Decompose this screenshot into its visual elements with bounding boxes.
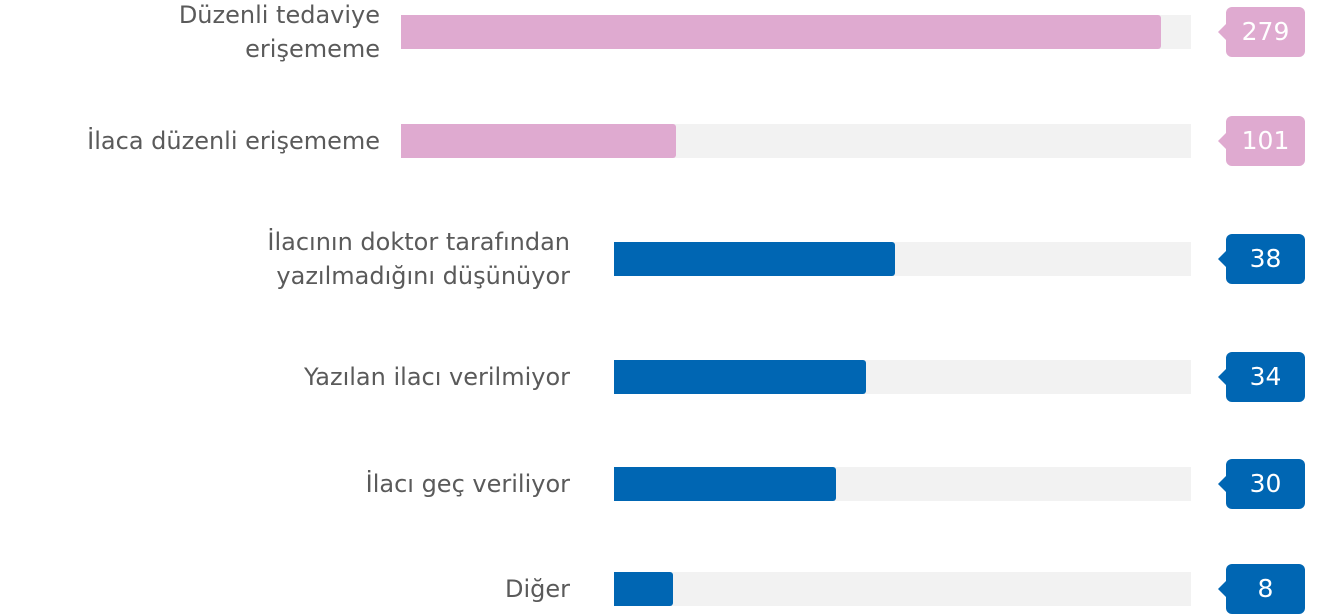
category-label: Yazılan ilacı verilmiyor bbox=[303, 363, 570, 391]
value-badge: 38 bbox=[1218, 234, 1305, 284]
bar-track bbox=[614, 572, 1191, 606]
category-label: İlacı geç veriliyor bbox=[365, 470, 570, 498]
bar bbox=[614, 360, 866, 394]
bar bbox=[614, 467, 836, 501]
value-badge: 30 bbox=[1218, 459, 1305, 509]
bar bbox=[614, 242, 896, 276]
value-badge: 101 bbox=[1218, 116, 1305, 166]
category-label: Diğer bbox=[504, 575, 570, 603]
category-label: İlaca düzenli erişememe bbox=[87, 127, 380, 155]
value-badge: 8 bbox=[1218, 564, 1305, 614]
category-label: İlacının doktor tarafından yazılmadığını… bbox=[267, 228, 570, 290]
bar bbox=[614, 572, 674, 606]
category-label: Düzenli tedaviye erişememe bbox=[178, 1, 380, 63]
bar bbox=[401, 15, 1162, 49]
bar bbox=[401, 124, 677, 158]
value-badge: 34 bbox=[1218, 352, 1305, 402]
value-badge: 279 bbox=[1218, 7, 1305, 57]
